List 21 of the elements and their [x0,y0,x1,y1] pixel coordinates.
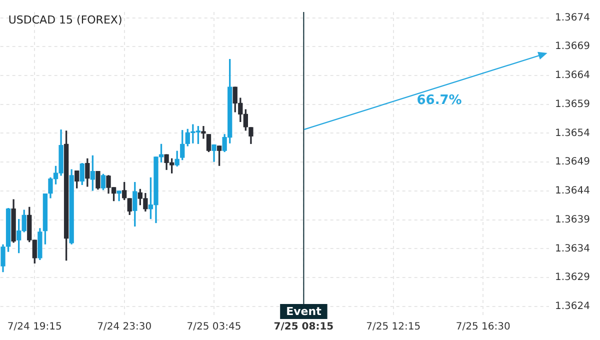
y-tick-label: 1.3624 [555,301,590,312]
candlestick [201,126,206,139]
y-tick-label: 1.3669 [555,41,590,52]
y-tick-label: 1.3639 [555,214,590,226]
annotation: 66.7% [416,93,462,108]
y-tick-label: 1.3654 [555,128,590,139]
y-tick-label: 1.3659 [555,98,590,110]
y-tick-label: 1.3664 [555,70,590,82]
y-tick-label: 1.3674 [555,12,590,24]
ref-line-label: Event [286,304,322,318]
x-tick-label: 7/24 19:15 [7,322,62,333]
y-tick-label: 1.3649 [555,156,590,168]
x-tick-label: 7/25 08:15 [274,322,334,333]
y-tick-label: 1.3634 [555,243,590,254]
chart-title: USDCAD 15 (FOREX) [8,13,122,26]
x-tick-label: 7/25 12:15 [366,322,421,333]
x-tick-label: 7/24 23:30 [97,322,152,333]
y-tick-label: 1.3629 [555,272,590,284]
x-tick-label: 7/25 03:45 [186,322,242,333]
x-tick-label: 7/25 16:30 [456,322,510,333]
y-tick-label: 1.3644 [555,186,590,197]
